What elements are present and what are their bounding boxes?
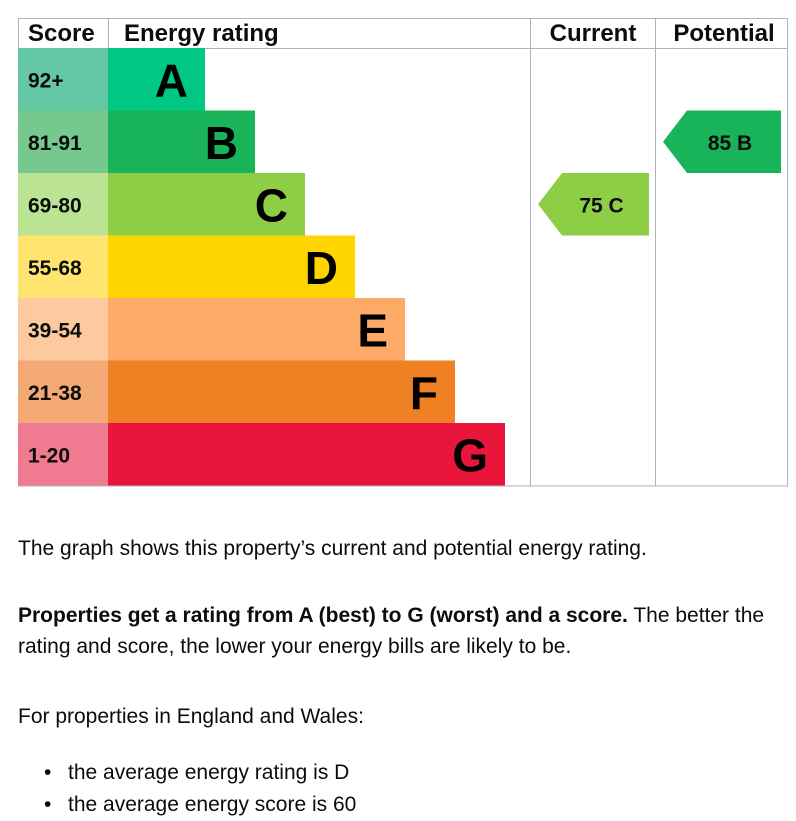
- score-cell-d: [18, 235, 108, 298]
- score-range-f: 21-38: [28, 382, 82, 405]
- rating-explanation: Properties get a rating from A (best) to…: [18, 600, 788, 662]
- band-bar-a: [108, 48, 205, 111]
- score-cell-f: [18, 360, 108, 423]
- current-arrow: [538, 173, 649, 236]
- score-range-b: 81-91: [28, 132, 82, 155]
- averages-list: • the average energy rating is D • the ave…: [0, 757, 356, 821]
- band-letter-b: B: [205, 117, 238, 169]
- score-range-d: 55-68: [28, 257, 82, 280]
- rating-explanation-rest: The better the rating and score, the low…: [18, 604, 765, 658]
- band-bar-b: [108, 110, 255, 173]
- rating-arrows: 75 C 85 B: [538, 110, 781, 236]
- band-letter-d: D: [305, 242, 338, 294]
- band-bar-d: [108, 235, 355, 298]
- epc-chart: Score Energy rating Current Potential 92…: [18, 18, 788, 487]
- header-current: Current: [550, 20, 637, 47]
- average-score-text: the average energy score is 60: [68, 793, 357, 816]
- score-cell-c: [18, 173, 108, 236]
- band-letter-a: A: [155, 54, 188, 106]
- intro-text: The graph shows this property’s current …: [18, 537, 647, 560]
- rating-bands: 92+ A 81-91 B 69-80 C 55-68 D 39-54 E 21-38 F 1-20 G: [18, 48, 505, 486]
- header-score: Score: [28, 20, 95, 47]
- list-item-average-rating: • the average energy rating is D: [0, 757, 356, 789]
- band-letter-g: G: [452, 429, 488, 481]
- band-letter-c: C: [255, 179, 288, 231]
- band-bar-g: [108, 423, 505, 486]
- score-range-e: 39-54: [28, 319, 82, 342]
- score-range-g: 1-20: [28, 444, 70, 467]
- potential-arrow-label: 85 B: [708, 132, 752, 155]
- header-energy-rating: Energy rating: [124, 20, 279, 47]
- bullet-icon: •: [44, 761, 52, 784]
- chart-headers: Score Energy rating Current Potential: [28, 20, 775, 47]
- band-letter-e: E: [357, 304, 388, 356]
- current-arrow-label: 75 C: [579, 194, 623, 217]
- score-range-c: 69-80: [28, 194, 82, 217]
- list-item-average-score: • the average energy score is 60: [0, 789, 356, 821]
- header-potential: Potential: [673, 20, 774, 47]
- band-bar-e: [108, 298, 405, 361]
- score-cell-g: [18, 423, 108, 486]
- band-bar-f: [108, 360, 455, 423]
- score-cell-e: [18, 298, 108, 361]
- average-rating-text: the average energy rating is D: [68, 761, 350, 784]
- score-cell-a: [18, 48, 108, 111]
- band-bar-c: [108, 173, 305, 236]
- bullet-icon: •: [44, 793, 52, 816]
- rating-explanation-bold: Properties get a rating from A (best) to…: [18, 604, 628, 627]
- band-letter-f: F: [410, 367, 438, 419]
- score-range-a: 92+: [28, 69, 64, 92]
- region-intro: For properties in England and Wales:: [18, 705, 364, 728]
- score-cell-b: [18, 110, 108, 173]
- potential-arrow: [663, 110, 781, 173]
